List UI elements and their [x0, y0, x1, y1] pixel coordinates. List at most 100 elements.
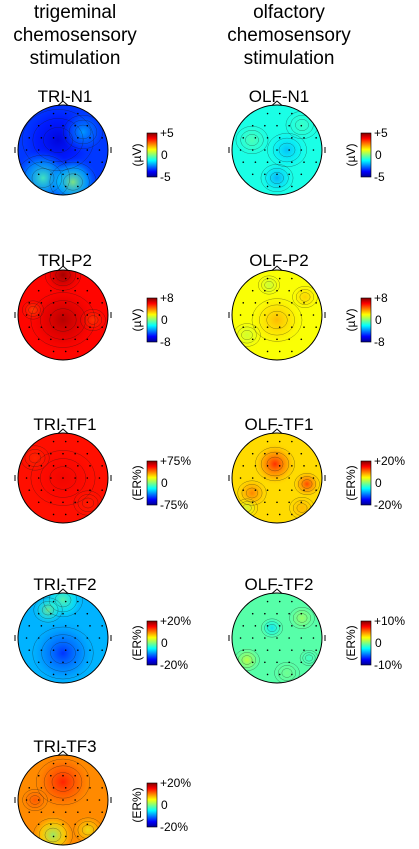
head-outline: [17, 592, 109, 684]
electrode-dot: [251, 637, 254, 639]
electrode-dot: [37, 612, 40, 615]
electrode-dot: [101, 302, 103, 304]
scalp-activity-region: [249, 292, 305, 348]
electrode-dot: [74, 452, 76, 455]
electrode-dot: [264, 173, 266, 176]
electrode-dot: [62, 452, 64, 455]
electrode-dot: [50, 452, 52, 455]
electrode-dot: [52, 302, 55, 304]
scalp-activity-region: [27, 284, 99, 356]
colorbar-zero-label: 0: [161, 313, 168, 327]
electrode-dot: [28, 465, 31, 467]
electrode-dot: [291, 625, 293, 627]
electrode-dot: [288, 124, 290, 127]
contour-line: [38, 822, 68, 845]
electrode-dot: [64, 185, 67, 188]
contour-line: [81, 824, 95, 836]
contour-line: [305, 654, 313, 662]
electrode-dot: [37, 774, 40, 777]
electrode-dot: [266, 440, 269, 443]
electrode-dot: [254, 137, 257, 139]
scalp-map: [18, 755, 108, 845]
electrode-dot: [254, 326, 257, 328]
scalp-activity-region: [299, 648, 319, 668]
electrode-dot: [291, 440, 293, 443]
electrode-dot: [74, 637, 76, 639]
scalp-activity-region: [72, 814, 104, 845]
contour-line: [24, 449, 46, 467]
topomap-panel-olf-tf2: OLF-TF2 +10% 0 -10% (ER%): [228, 575, 405, 684]
electrode-dot: [52, 673, 55, 676]
contour-line: [267, 132, 307, 168]
panel-title: TRI-P2: [38, 251, 92, 270]
contour-line: [270, 172, 284, 184]
electrode-dot: [254, 465, 257, 467]
electrode-dot: [52, 787, 55, 789]
electrode-dot: [266, 302, 269, 304]
colorbar-gradient: [360, 460, 372, 506]
contour-line: [241, 655, 253, 665]
colorbar-max-label: +20%: [374, 454, 405, 468]
colorbar-gradient: [146, 460, 158, 506]
electrode-dot: [40, 787, 43, 789]
electrode-dot: [89, 137, 91, 139]
electrode-dot: [288, 173, 290, 176]
scalp-map: [232, 105, 322, 195]
electrode-dot: [266, 277, 269, 280]
electrode-dot: [37, 314, 40, 316]
electrode-dot: [300, 661, 303, 664]
contour-line: [29, 795, 41, 805]
electrode-dot: [288, 149, 290, 151]
electrode-dot: [278, 326, 281, 328]
colorbar-zero-label: 0: [375, 313, 382, 327]
topomap-panel-olf-p2: OLF-P2 +8 0 -8 (µV): [228, 251, 388, 361]
electrode-dot: [86, 612, 89, 615]
electrode-dot: [89, 625, 91, 627]
contour-line: [56, 167, 90, 195]
electrode-dot: [266, 625, 269, 627]
electrode-dot: [266, 112, 269, 115]
electrode-dot: [101, 465, 103, 467]
colorbar-max-label: +20%: [160, 614, 191, 628]
electrode-dot: [242, 625, 245, 627]
electrode-dot: [52, 625, 55, 627]
head-outline: [17, 754, 109, 846]
electrode-dot: [37, 452, 40, 455]
electrode-dot: [266, 137, 269, 139]
electrode-dot: [74, 477, 76, 479]
electrode-dot: [300, 477, 303, 479]
electrode-dot: [266, 465, 269, 467]
scalp-activity-region: [47, 156, 99, 195]
column-title-line: olfactory: [253, 2, 325, 23]
electrode-dot: [52, 465, 55, 467]
electrode-dot: [101, 625, 103, 627]
contour-line: [44, 827, 62, 843]
electrode-dot: [278, 465, 281, 467]
electrode-dot: [64, 137, 67, 139]
electrode-dot: [300, 173, 303, 176]
electrode-dot: [52, 112, 55, 115]
colorbar-min-label: -5: [160, 170, 171, 184]
electrode-dot: [77, 513, 79, 516]
electrode-dot: [242, 161, 245, 163]
electrode-dot: [28, 811, 31, 813]
electrode-dot: [74, 173, 76, 176]
contour-line: [81, 497, 95, 509]
nose-marker: [271, 100, 283, 106]
electrode-dot: [64, 161, 67, 163]
contour-line: [241, 484, 263, 502]
electrode-dot: [251, 477, 254, 479]
colorbar: +8 0 -8 (µV): [130, 291, 174, 349]
electrode-dot: [98, 799, 101, 801]
scalp-map: [232, 433, 322, 523]
electrode-dot: [251, 612, 254, 615]
electrode-dot: [251, 314, 254, 316]
colorbar-unit-label: (ER%): [344, 465, 358, 500]
colorbar-unit-label: (µV): [344, 309, 358, 332]
electrode-dot: [62, 501, 64, 504]
colorbar-zero-label: 0: [375, 636, 382, 650]
colorbar-unit-label: (µV): [130, 309, 144, 332]
electrode-dot: [276, 124, 278, 127]
electrode-dot: [264, 501, 266, 504]
